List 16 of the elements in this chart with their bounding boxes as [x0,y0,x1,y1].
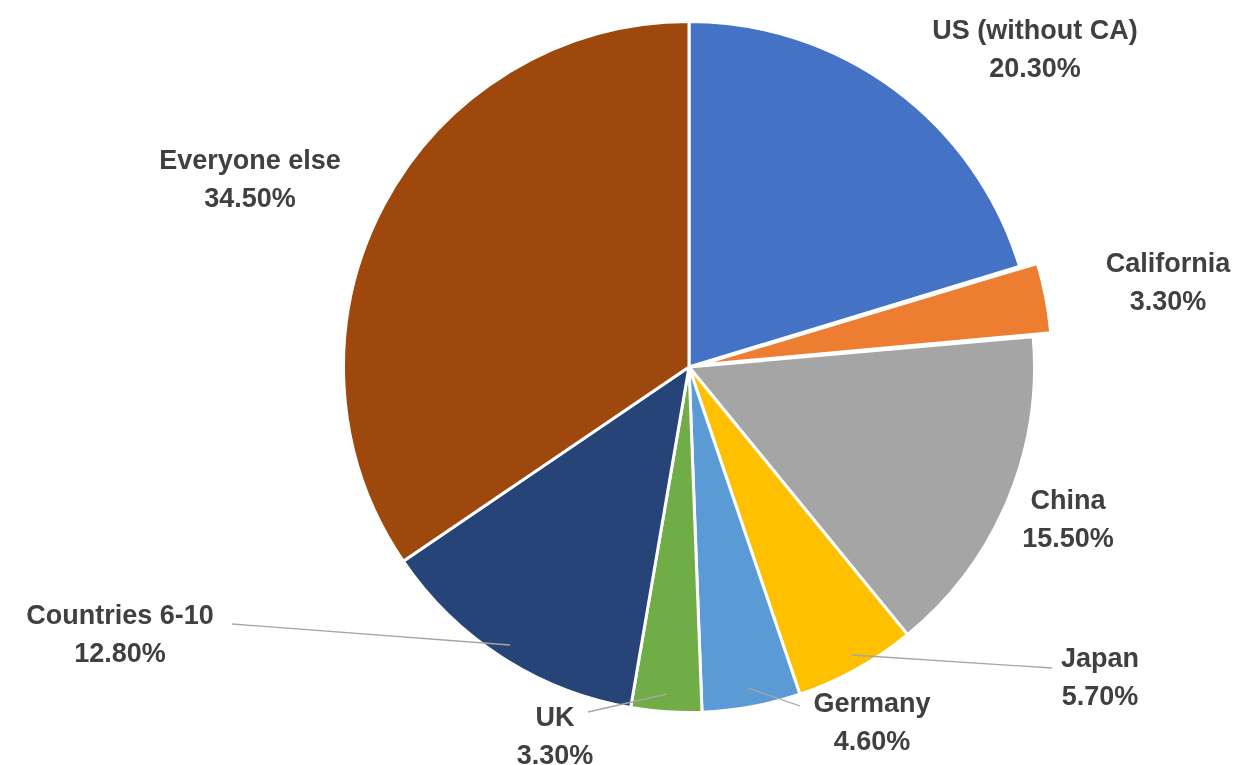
slice-label: Countries 6-10 [26,600,214,631]
data-label: 20.30% [989,53,1081,84]
data-label: 12.80% [74,638,166,669]
data-label: 3.30% [516,740,594,765]
data-label: 15.50% [1022,523,1114,554]
slice-label: Everyone else [159,145,341,176]
data-label: 3.30% [1129,286,1207,317]
slice-label: China [1030,485,1107,516]
slice-label: UK [535,702,575,733]
slice-label: Japan [1060,643,1140,674]
slice-label: California [1105,248,1232,279]
data-label: 5.70% [1061,681,1139,712]
slice-label: Germany [813,688,931,719]
slice-label: US (without CA) [932,15,1138,46]
data-label: 4.60% [833,726,911,757]
data-label: 34.50% [204,183,296,214]
